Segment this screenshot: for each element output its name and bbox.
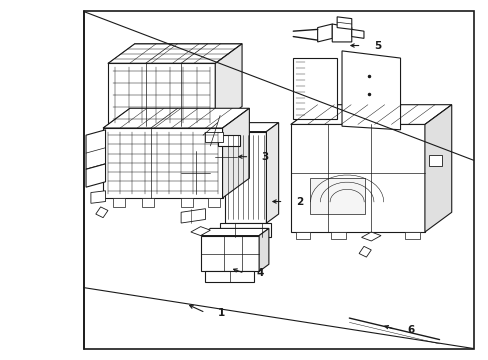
- Polygon shape: [266, 123, 278, 223]
- Polygon shape: [310, 178, 364, 214]
- Polygon shape: [317, 24, 331, 42]
- Polygon shape: [217, 135, 239, 146]
- Polygon shape: [103, 108, 249, 128]
- Text: 4: 4: [256, 268, 264, 278]
- Polygon shape: [205, 271, 254, 282]
- Polygon shape: [181, 126, 195, 137]
- Polygon shape: [215, 44, 242, 126]
- Text: 3: 3: [261, 152, 268, 162]
- Polygon shape: [181, 209, 205, 223]
- Polygon shape: [108, 44, 242, 63]
- Polygon shape: [190, 226, 210, 235]
- Polygon shape: [293, 58, 336, 119]
- Polygon shape: [103, 128, 222, 198]
- Polygon shape: [122, 126, 137, 137]
- Polygon shape: [200, 228, 268, 235]
- Polygon shape: [295, 232, 310, 239]
- Text: 1: 1: [217, 308, 224, 318]
- Polygon shape: [341, 51, 400, 130]
- Text: 6: 6: [407, 325, 414, 334]
- Text: 2: 2: [295, 197, 303, 207]
- Polygon shape: [96, 207, 108, 218]
- Polygon shape: [290, 125, 424, 232]
- Polygon shape: [200, 235, 259, 271]
- Polygon shape: [358, 246, 370, 257]
- Polygon shape: [331, 24, 351, 42]
- Polygon shape: [220, 223, 271, 237]
- Polygon shape: [428, 155, 441, 166]
- Polygon shape: [361, 232, 380, 241]
- Polygon shape: [91, 191, 105, 203]
- Polygon shape: [405, 232, 419, 239]
- Polygon shape: [351, 30, 363, 39]
- Polygon shape: [259, 228, 268, 271]
- Polygon shape: [210, 142, 224, 194]
- Polygon shape: [181, 151, 210, 194]
- Polygon shape: [205, 132, 222, 142]
- Polygon shape: [215, 149, 237, 164]
- Polygon shape: [86, 130, 105, 169]
- Polygon shape: [152, 126, 166, 137]
- Text: 5: 5: [373, 41, 380, 50]
- Polygon shape: [207, 198, 220, 207]
- Polygon shape: [424, 105, 451, 232]
- Polygon shape: [113, 198, 125, 207]
- Polygon shape: [336, 17, 351, 30]
- Polygon shape: [224, 123, 278, 132]
- Polygon shape: [181, 198, 193, 207]
- Polygon shape: [108, 63, 215, 126]
- Polygon shape: [142, 198, 154, 207]
- Polygon shape: [224, 132, 266, 223]
- Bar: [83, 12, 473, 348]
- Polygon shape: [86, 164, 105, 187]
- Polygon shape: [290, 105, 451, 125]
- Polygon shape: [330, 232, 345, 239]
- Polygon shape: [222, 108, 249, 198]
